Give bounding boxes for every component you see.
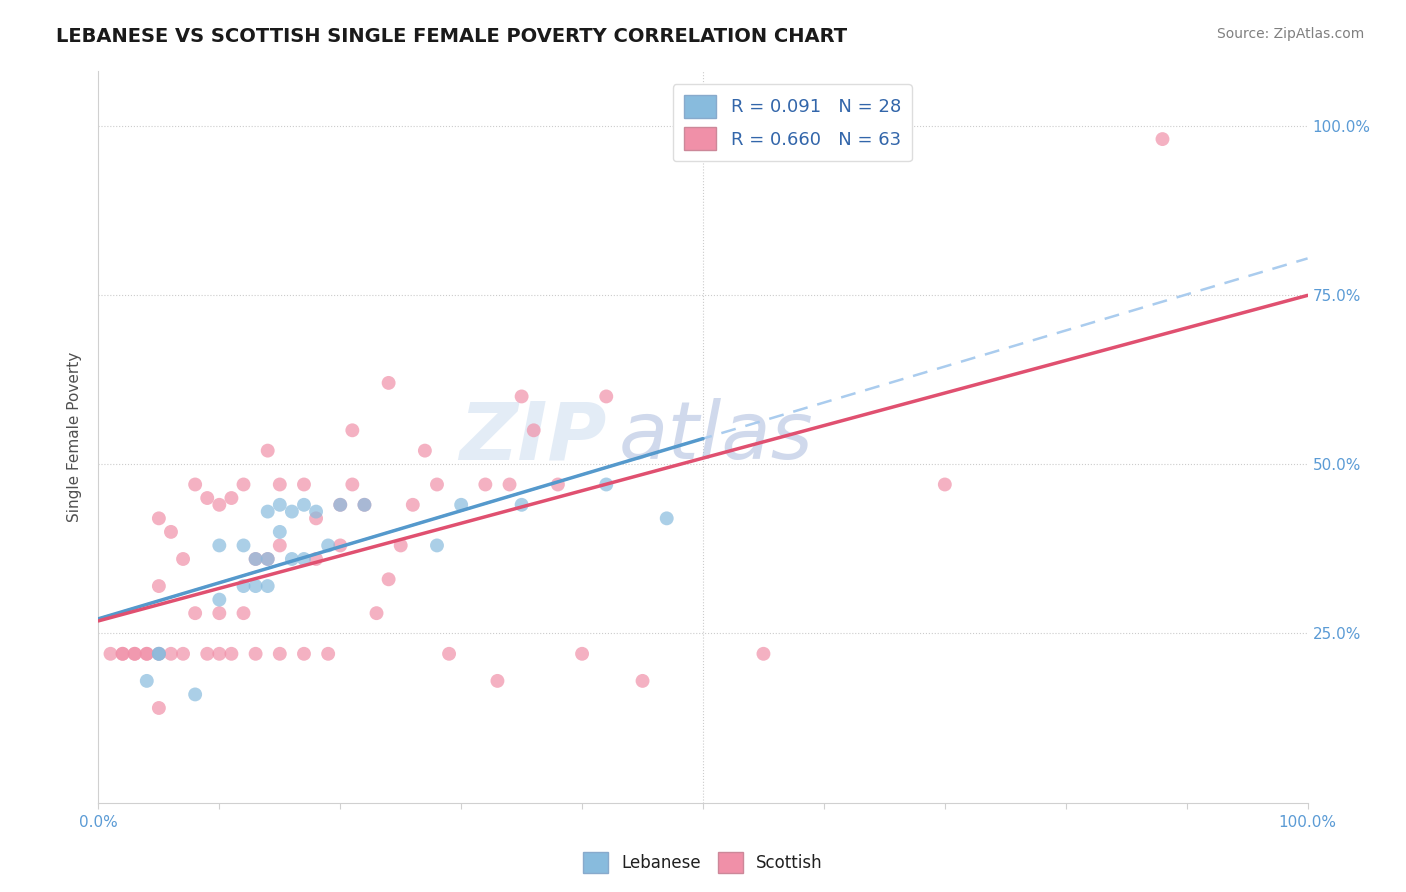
Point: [124, 647, 146, 661]
Point: [124, 647, 146, 661]
Point: [208, 538, 231, 552]
Point: [221, 491, 243, 505]
Point: [510, 498, 533, 512]
Point: [292, 498, 315, 512]
Point: [316, 647, 339, 661]
Point: [329, 538, 352, 552]
Point: [160, 524, 183, 539]
Point: [256, 552, 278, 566]
Point: [111, 647, 134, 661]
Point: [135, 673, 157, 688]
Point: [329, 498, 352, 512]
Point: [256, 552, 278, 566]
Point: [269, 498, 291, 512]
Point: [450, 498, 472, 512]
Point: [195, 491, 218, 505]
Point: [595, 477, 617, 491]
Point: [655, 511, 678, 525]
Point: [292, 647, 315, 661]
Point: [208, 647, 231, 661]
Point: [111, 647, 134, 661]
Point: [232, 538, 254, 552]
Point: [208, 498, 231, 512]
Point: [498, 477, 520, 491]
Point: [208, 606, 231, 620]
Point: [402, 498, 425, 512]
Point: [353, 498, 375, 512]
Point: [256, 443, 278, 458]
Point: [523, 423, 546, 437]
Point: [245, 552, 267, 566]
Text: Source: ZipAtlas.com: Source: ZipAtlas.com: [1216, 27, 1364, 41]
Point: [316, 538, 339, 552]
Legend: R = 0.091   N = 28, R = 0.660   N = 63: R = 0.091 N = 28, R = 0.660 N = 63: [672, 84, 911, 161]
Point: [571, 647, 593, 661]
Point: [148, 647, 170, 661]
Point: [160, 647, 183, 661]
Point: [413, 443, 436, 458]
Point: [184, 477, 207, 491]
Point: [474, 477, 496, 491]
Point: [305, 511, 328, 525]
Point: [305, 505, 328, 519]
Point: [232, 579, 254, 593]
Text: LEBANESE VS SCOTTISH SINGLE FEMALE POVERTY CORRELATION CHART: LEBANESE VS SCOTTISH SINGLE FEMALE POVER…: [56, 27, 848, 45]
Point: [245, 552, 267, 566]
Point: [184, 606, 207, 620]
Point: [135, 647, 157, 661]
Point: [208, 592, 231, 607]
Point: [148, 647, 170, 661]
Point: [377, 376, 399, 390]
Point: [1152, 132, 1174, 146]
Point: [172, 552, 194, 566]
Point: [292, 552, 315, 566]
Point: [135, 647, 157, 661]
Point: [100, 647, 122, 661]
Legend: Lebanese, Scottish: Lebanese, Scottish: [576, 846, 830, 880]
Point: [631, 673, 654, 688]
Point: [366, 606, 388, 620]
Point: [172, 647, 194, 661]
Point: [437, 647, 460, 661]
Point: [269, 647, 291, 661]
Point: [148, 701, 170, 715]
Point: [245, 579, 267, 593]
Point: [245, 647, 267, 661]
Text: ZIP: ZIP: [458, 398, 606, 476]
Point: [195, 647, 218, 661]
Point: [595, 389, 617, 403]
Point: [232, 606, 254, 620]
Point: [148, 579, 170, 593]
Point: [269, 524, 291, 539]
Point: [426, 477, 449, 491]
Point: [305, 552, 328, 566]
Point: [256, 579, 278, 593]
Point: [184, 688, 207, 702]
Point: [353, 498, 375, 512]
Point: [148, 647, 170, 661]
Point: [329, 498, 352, 512]
Text: atlas: atlas: [619, 398, 813, 476]
Point: [934, 477, 956, 491]
Point: [269, 538, 291, 552]
Point: [256, 505, 278, 519]
Point: [547, 477, 569, 491]
Point: [281, 505, 304, 519]
Point: [377, 572, 399, 586]
Point: [148, 511, 170, 525]
Point: [292, 477, 315, 491]
Point: [221, 647, 243, 661]
Point: [232, 477, 254, 491]
Point: [342, 477, 364, 491]
Point: [426, 538, 449, 552]
Point: [342, 423, 364, 437]
Point: [486, 673, 509, 688]
Point: [510, 389, 533, 403]
Point: [389, 538, 412, 552]
Y-axis label: Single Female Poverty: Single Female Poverty: [66, 352, 82, 522]
Point: [752, 647, 775, 661]
Point: [281, 552, 304, 566]
Point: [269, 477, 291, 491]
